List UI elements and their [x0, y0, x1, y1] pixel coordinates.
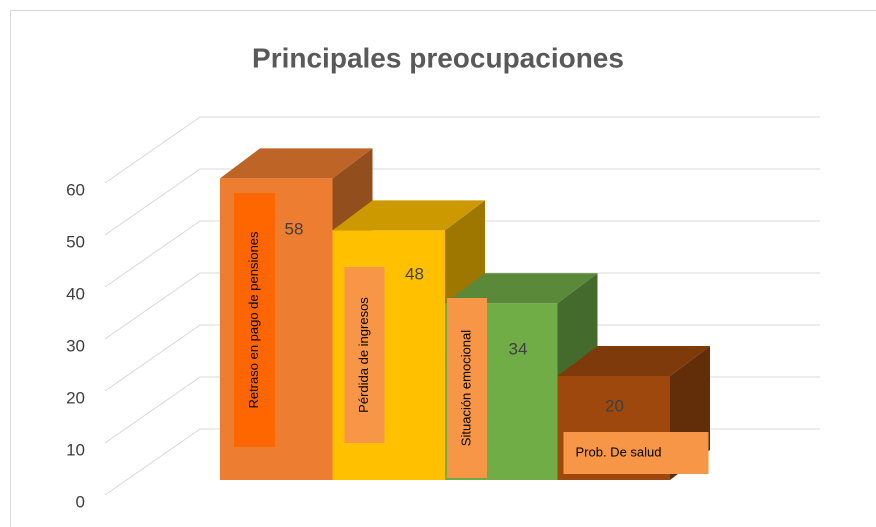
category-label: Prob. De salud: [576, 444, 662, 459]
category-label-box: [563, 432, 709, 474]
grid-line: [104, 220, 820, 288]
y-tick-label: 50: [66, 232, 85, 251]
category-label: Pérdida de ingresos: [356, 297, 371, 413]
bar-top: [332, 200, 485, 231]
y-tick-label: 30: [66, 336, 85, 355]
chart-title: Principales preocupaciones: [252, 42, 624, 73]
value-label: 34: [509, 339, 528, 358]
y-tick-label: 20: [66, 388, 85, 407]
category-label: Retraso en pago de pensiones: [246, 231, 261, 409]
y-tick-label: 10: [66, 440, 85, 459]
grid-line: [104, 324, 820, 392]
value-label: 20: [605, 396, 624, 415]
category-label-box: [447, 298, 487, 478]
value-label: 58: [285, 219, 304, 238]
y-tick-label: 60: [66, 180, 85, 199]
y-tick-label: 0: [76, 492, 85, 511]
y-tick-label: 40: [66, 284, 85, 303]
category-label-box: [234, 193, 275, 447]
value-label: 48: [405, 264, 424, 283]
bar-top: [445, 273, 598, 304]
category-label-box: [344, 267, 385, 443]
grid-line: [104, 272, 820, 340]
grid-line: [104, 168, 820, 236]
bar-top: [557, 346, 710, 376]
bar-top: [220, 148, 373, 179]
grid-line: [104, 116, 820, 184]
category-label: Situación emocional: [458, 330, 473, 446]
